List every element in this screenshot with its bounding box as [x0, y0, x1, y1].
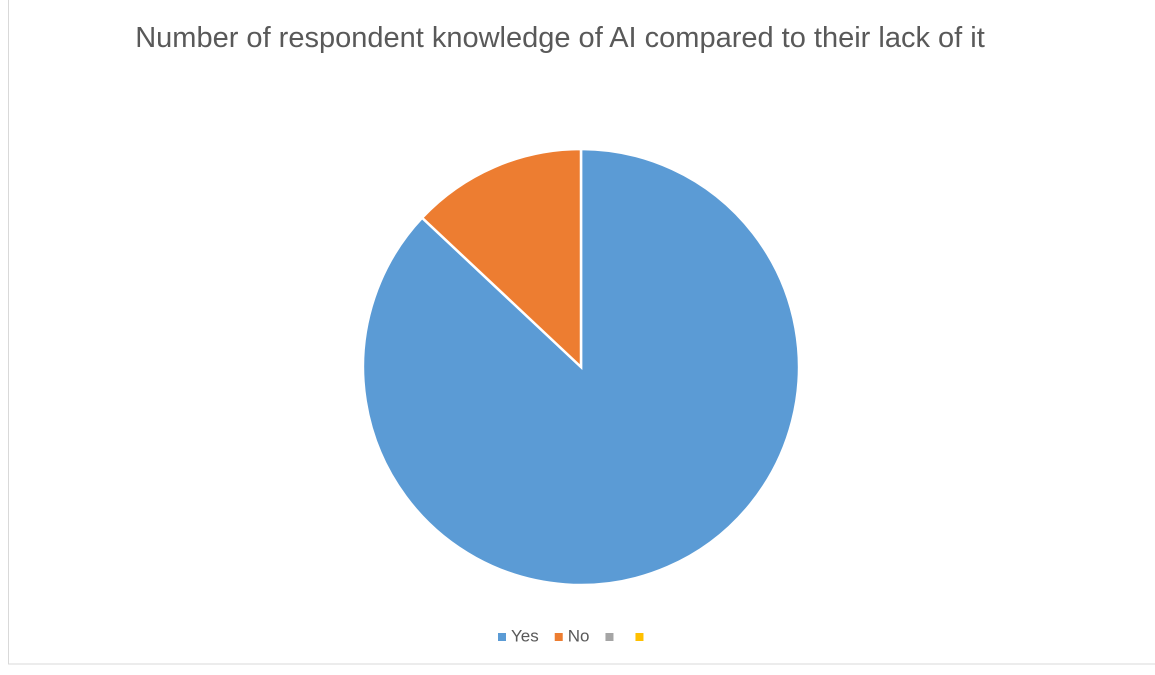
chart-frame	[8, 0, 1155, 665]
legend-marker	[605, 633, 614, 641]
chart-title: Number of respondent knowledge of AI com…	[135, 22, 985, 54]
legend-label: No	[568, 626, 590, 645]
legend-marker	[498, 633, 506, 641]
pie-slice	[420, 147, 583, 370]
legend-marker	[635, 633, 644, 641]
legend-label: Yes	[511, 626, 539, 645]
legend-marker	[554, 633, 563, 641]
